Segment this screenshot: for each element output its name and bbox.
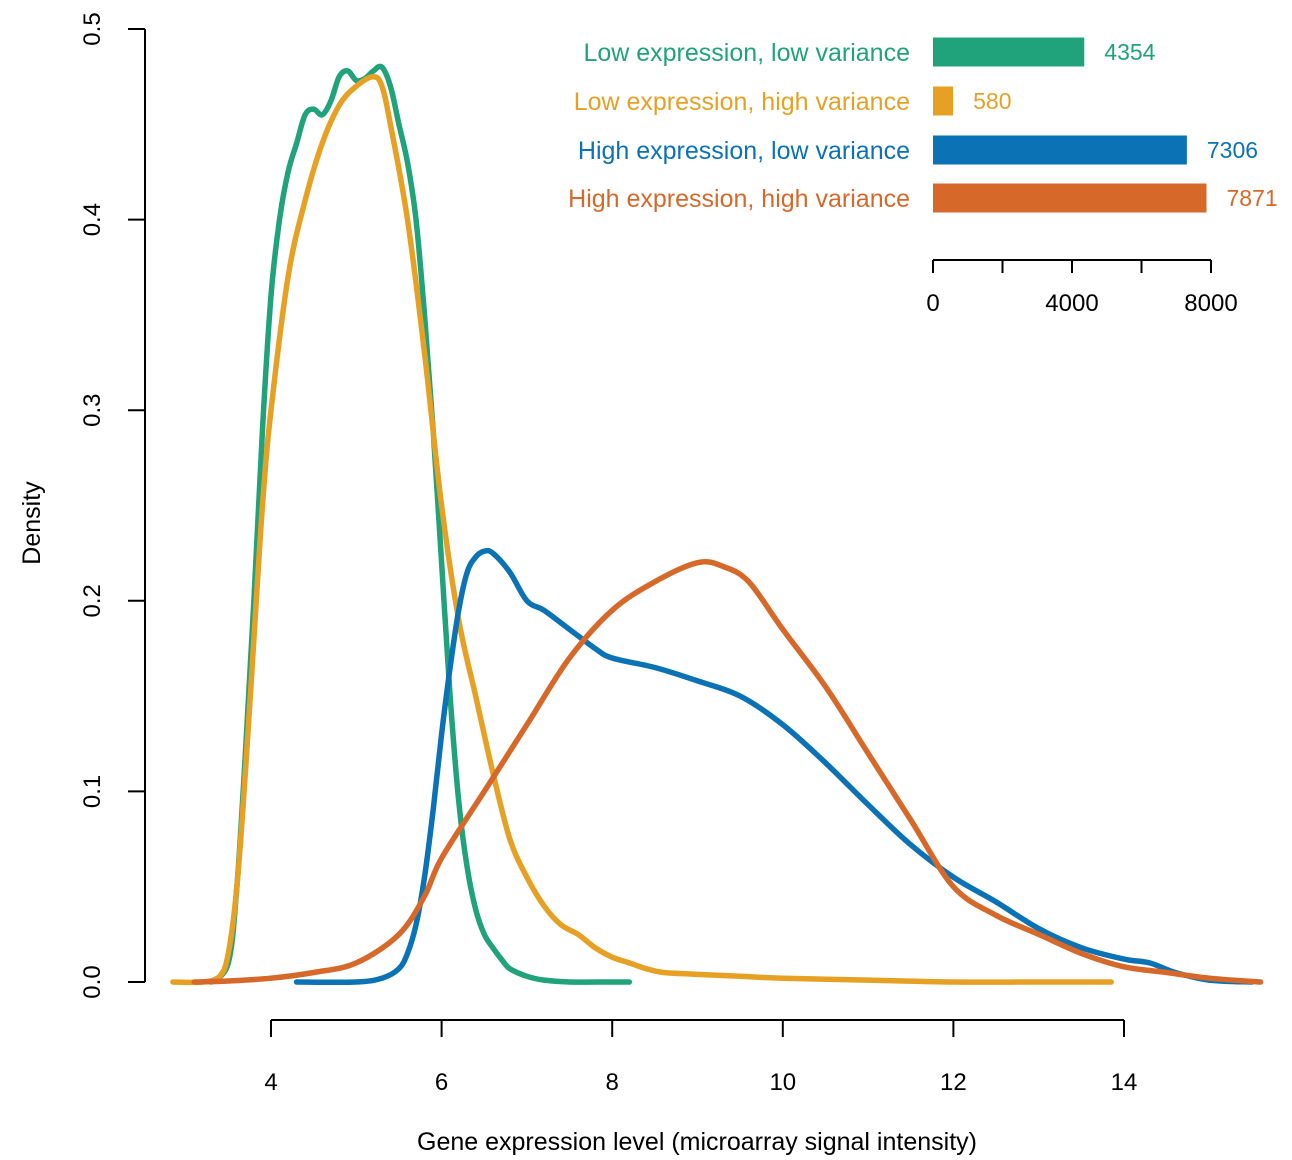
x-tick-label: 12 — [940, 1069, 967, 1096]
density-curve-high-expression-high-variance — [191, 559, 1264, 985]
y-tick-label: 0.0 — [79, 965, 106, 998]
x-axis-title: Gene expression level (microarray signal… — [417, 1128, 977, 1156]
density-curve-low-expression-low-variance — [208, 63, 633, 985]
x-tick-label: 14 — [1111, 1069, 1138, 1096]
legend-label-high-expression-high-variance: High expression, high variance — [568, 185, 910, 213]
density-curve-low-expression-high-variance — [170, 73, 1114, 986]
y-tick-label: 0.5 — [79, 12, 106, 45]
bar-value-label: 580 — [973, 88, 1011, 114]
bar-low-expression-high-variance — [933, 86, 954, 116]
bar-high-expression-low-variance — [933, 135, 1187, 165]
y-tick-label: 0.3 — [79, 394, 106, 427]
inset-tick-label: 0 — [926, 290, 939, 317]
y-axis-title: Density — [18, 481, 46, 565]
x-tick-label: 6 — [435, 1069, 448, 1096]
inset-tick-label: 4000 — [1045, 290, 1098, 317]
bar-low-expression-low-variance — [933, 37, 1085, 67]
legend-label-low-expression-low-variance: Low expression, low variance — [583, 39, 910, 67]
density-curve-high-expression-low-variance — [293, 547, 1255, 986]
x-tick-label: 8 — [606, 1069, 619, 1096]
bar-value-label: 7306 — [1207, 137, 1258, 163]
legend-label-low-expression-high-variance: Low expression, high variance — [574, 88, 910, 116]
y-tick-label: 0.2 — [79, 584, 106, 617]
bar-value-label: 7871 — [1227, 185, 1278, 211]
x-tick-label: 4 — [264, 1069, 277, 1096]
bar-high-expression-high-variance — [933, 183, 1207, 213]
y-tick-label: 0.4 — [79, 203, 106, 236]
y-tick-label: 0.1 — [79, 775, 106, 808]
x-tick-label: 10 — [769, 1069, 796, 1096]
bar-value-label: 4354 — [1104, 39, 1155, 65]
legend-label-high-expression-low-variance: High expression, low variance — [578, 137, 910, 165]
inset-tick-label: 8000 — [1184, 290, 1237, 317]
